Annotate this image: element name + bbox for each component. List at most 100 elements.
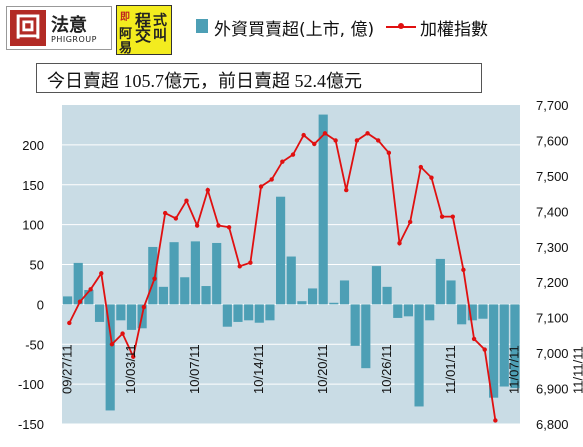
bar: [361, 304, 371, 369]
phigroup-logo: 回 法意 PHIGROUP: [6, 6, 112, 50]
index-point: [194, 223, 200, 228]
left-axis: -150 -100 -50 0 50 100 150 200: [18, 138, 44, 432]
right-tick-label: 7,000: [536, 346, 569, 361]
index-point: [173, 216, 179, 221]
bar: [478, 304, 488, 319]
bar: [190, 241, 200, 305]
bar: [105, 304, 115, 411]
left-tick-label: 0: [37, 297, 44, 312]
bar: [425, 304, 435, 321]
index-point: [216, 223, 221, 228]
bar-series: [63, 114, 520, 411]
logo-name: 法意: [51, 15, 87, 36]
bar: [467, 304, 477, 321]
left-tick-label: 200: [22, 138, 44, 153]
bar: [84, 290, 94, 305]
index-point: [120, 331, 125, 336]
logo2-char: 式: [153, 13, 167, 29]
index-point: [450, 214, 455, 219]
logo-mark-icon: 回: [10, 10, 46, 46]
right-tick-label: 7,500: [536, 169, 569, 184]
index-point: [131, 354, 136, 359]
bar: [457, 304, 467, 325]
right-tick-label: 7,300: [536, 240, 569, 255]
left-tick-label: 100: [22, 218, 44, 233]
index-point: [365, 131, 370, 136]
index-point: [162, 210, 168, 216]
index-point: [354, 138, 360, 143]
bar: [265, 304, 275, 321]
bar: [201, 286, 211, 305]
bar: [73, 262, 83, 305]
index-point: [482, 347, 487, 352]
index-point: [141, 304, 147, 310]
right-tick-label: 7,600: [536, 133, 569, 148]
x-tick-label: 11/07/11: [507, 345, 522, 394]
bar: [286, 256, 296, 305]
x-tick-label: 11/01/11: [443, 345, 458, 394]
bar: [318, 114, 328, 305]
index-point: [333, 138, 338, 143]
index-point: [301, 132, 306, 138]
bar: [435, 258, 445, 305]
x-tick-label: 10/03/11: [123, 344, 138, 394]
index-point: [376, 138, 381, 143]
bar: [350, 304, 360, 346]
bar: [222, 304, 232, 327]
right-tick-label: 6,900: [536, 382, 569, 397]
logo2-char: 交: [135, 26, 152, 45]
index-point: [493, 418, 498, 423]
line-series: [67, 131, 498, 423]
legend-bar-swatch: [196, 19, 208, 33]
index-point: [237, 264, 242, 269]
bar: [307, 288, 318, 305]
left-tick-label: 50: [30, 258, 44, 273]
bar: [276, 196, 286, 305]
index-point: [461, 267, 466, 273]
logo2-char: 阿: [119, 27, 133, 42]
bar: [180, 277, 190, 305]
logo2-tag: 即: [120, 12, 130, 23]
bar: [254, 304, 264, 323]
index-point: [226, 225, 232, 230]
index-point: [109, 342, 115, 347]
x-tick-label: 10/26/11: [379, 344, 394, 394]
legend-line-marker: [398, 23, 404, 29]
bar: [382, 286, 392, 305]
index-point: [280, 159, 285, 164]
index-point: [152, 276, 157, 281]
bar: [126, 304, 137, 330]
logo2-char: 易: [119, 41, 133, 56]
x-axis: 09/27/11 10/03/11 10/07/11 10/14/11 10/20/11…: [59, 344, 583, 394]
logo2-char: 程: [135, 11, 152, 30]
index-point: [290, 152, 296, 157]
index-point: [248, 260, 253, 265]
index-point: [439, 214, 445, 219]
right-tick-label: 7,200: [536, 275, 569, 290]
summary-banner: 今日賣超 105.7億元，前日賣超 52.4億元: [36, 63, 482, 93]
bar: [233, 304, 243, 322]
index-point: [418, 164, 424, 170]
legend-bar-label: 外資買賣超(上市, 億): [214, 20, 375, 40]
index-point: [407, 219, 413, 225]
logo2-char: 叫: [153, 28, 167, 44]
index-point: [258, 184, 264, 189]
bar: [339, 280, 350, 305]
right-tick-label: 7,400: [536, 204, 569, 219]
index-point: [312, 141, 317, 147]
bar: [446, 280, 456, 305]
bar: [244, 304, 254, 321]
bar: [212, 242, 222, 305]
bar: [297, 301, 307, 305]
index-point: [99, 271, 104, 276]
index-point: [184, 198, 189, 203]
bar: [403, 304, 413, 317]
bar: [510, 304, 520, 389]
index-point: [397, 241, 402, 246]
legend-line-label: 加權指數: [420, 20, 488, 40]
bar: [158, 286, 169, 305]
x-tick-label: 09/27/11: [59, 344, 74, 394]
index-point: [88, 287, 93, 292]
index-point: [205, 187, 210, 193]
bar: [329, 302, 339, 305]
